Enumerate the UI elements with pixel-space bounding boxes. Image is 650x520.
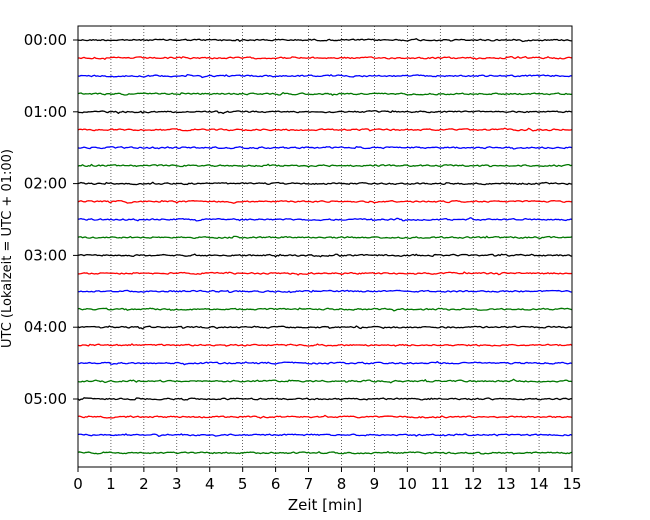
trace-series — [77, 38, 573, 455]
trace-0530 — [77, 433, 573, 437]
trace-0400 — [77, 325, 573, 330]
x-tick-label-6: 6 — [271, 475, 281, 493]
x-tick-label-1: 1 — [106, 475, 116, 493]
x-tick-label-14: 14 — [530, 475, 549, 493]
trace-0445 — [77, 378, 573, 384]
trace-0200 — [77, 181, 573, 186]
x-tick-label-7: 7 — [304, 475, 314, 493]
trace-0030 — [77, 73, 573, 79]
vertical-grid — [110, 26, 540, 467]
trace-0345 — [77, 307, 573, 312]
x-tick-label-4: 4 — [205, 475, 215, 493]
trace-0130 — [77, 145, 573, 150]
x-tick-label-13: 13 — [497, 475, 516, 493]
x-axis-ticks: 0 1 2 3 4 5 6 7 8 9 10 11 12 13 14 15 — [73, 467, 582, 493]
trace-0545 — [77, 451, 573, 455]
trace-0300 — [77, 253, 573, 258]
x-tick-label-5: 5 — [238, 475, 248, 493]
trace-0500 — [77, 397, 573, 401]
trace-0015 — [77, 56, 573, 60]
x-axis-label: Zeit [min] — [288, 496, 362, 514]
trace-0215 — [77, 199, 573, 204]
trace-0145 — [77, 163, 573, 168]
x-tick-label-12: 12 — [464, 475, 483, 493]
y-tick-label-0200: 02:00 — [24, 175, 67, 193]
trace-0100 — [77, 110, 573, 115]
trace-0045 — [77, 91, 573, 96]
y-tick-label-0500: 05:00 — [24, 390, 67, 408]
y-axis-ticks: 00:00 01:00 02:00 03:00 04:00 05:00 — [24, 31, 78, 408]
x-tick-label-8: 8 — [337, 475, 347, 493]
y-axis-label: UTC (Lokalzeit = UTC + 01:00) — [0, 149, 15, 348]
x-tick-label-9: 9 — [370, 475, 380, 493]
y-tick-label-0100: 01:00 — [24, 103, 67, 121]
x-tick-label-2: 2 — [139, 475, 149, 493]
trace-0000 — [77, 38, 573, 43]
plot-frame — [77, 25, 573, 468]
x-tick-label-11: 11 — [431, 475, 450, 493]
x-tick-label-15: 15 — [562, 475, 581, 493]
x-tick-label-3: 3 — [172, 475, 182, 493]
y-tick-label-0400: 04:00 — [24, 318, 67, 336]
trace-0230 — [77, 217, 573, 222]
x-tick-label-10: 10 — [398, 475, 417, 493]
y-tick-label-0300: 03:00 — [24, 246, 67, 264]
trace-0330 — [77, 289, 573, 294]
trace-0115 — [77, 127, 573, 132]
x-tick-label-0: 0 — [73, 475, 83, 493]
y-tick-label-0000: 00:00 — [24, 31, 67, 49]
trace-0315 — [77, 271, 573, 276]
trace-0415 — [77, 343, 573, 347]
trace-0245 — [77, 235, 573, 240]
trace-0515 — [77, 414, 573, 419]
trace-0430 — [77, 361, 573, 366]
